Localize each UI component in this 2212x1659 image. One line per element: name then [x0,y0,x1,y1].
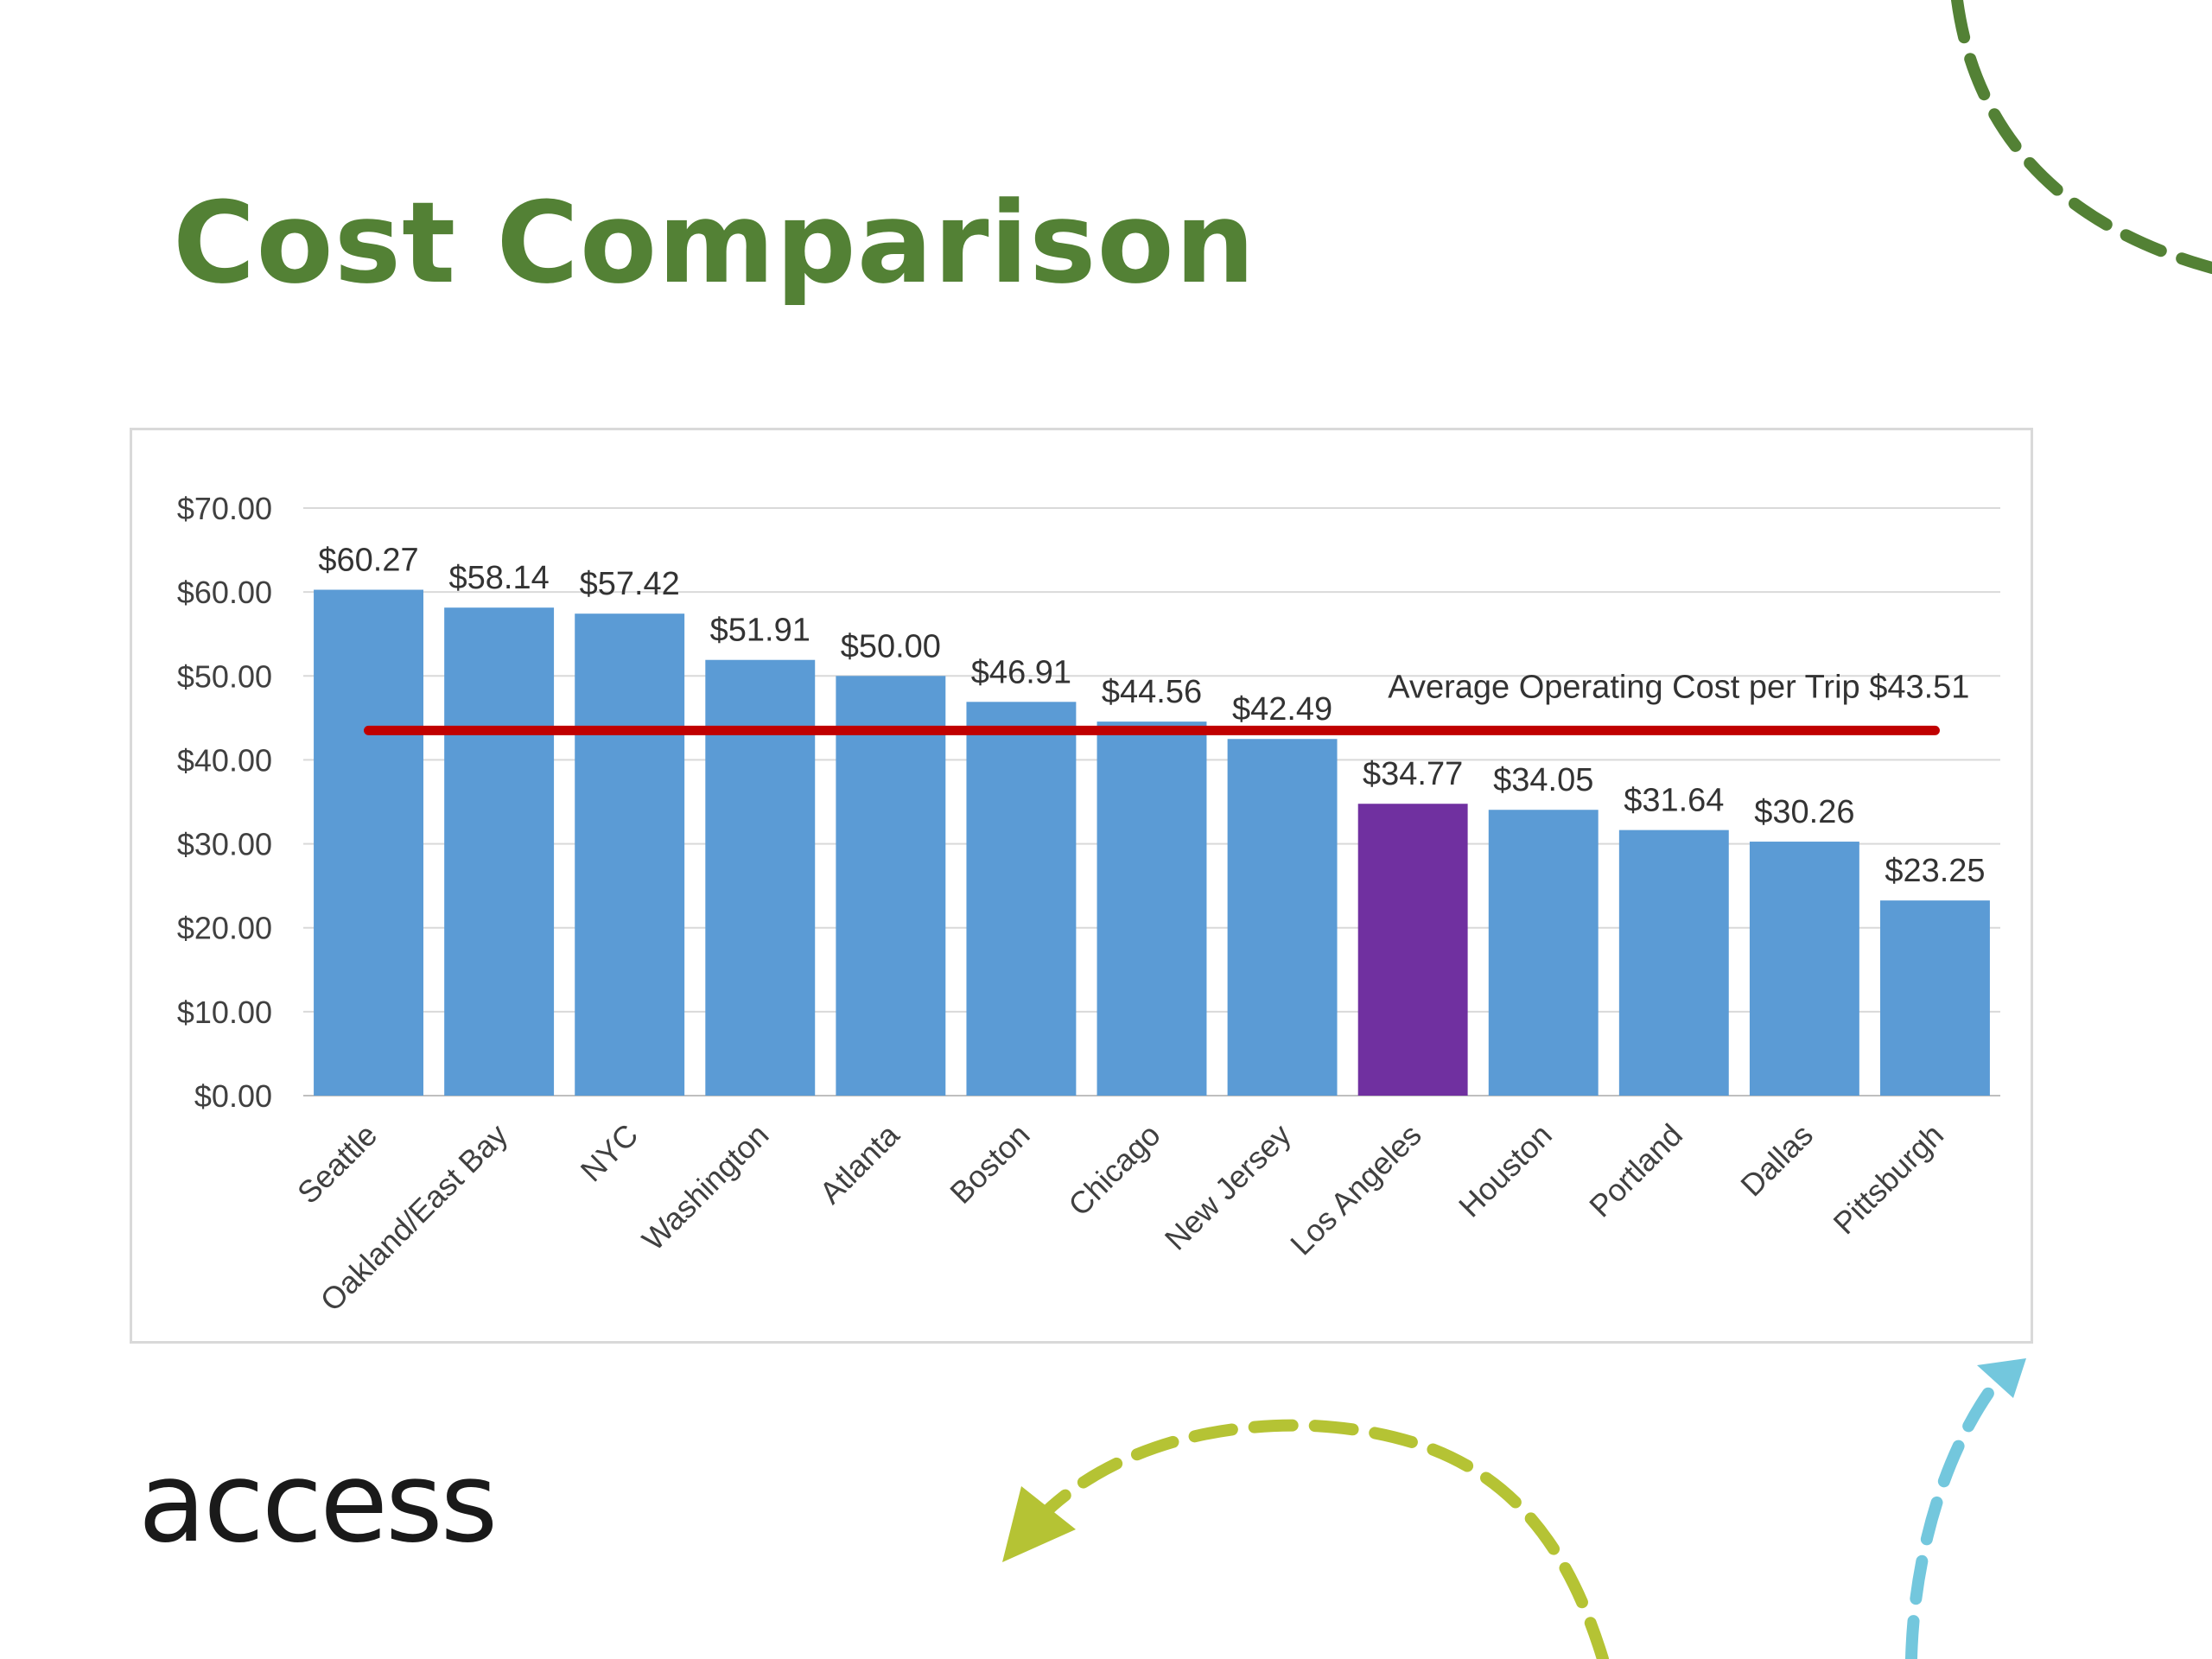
chart-frame: $0.00 $10.00 $20.00 $30.00 $40.00 $50.00 $60.0… [130,428,2033,1344]
data-label: $60.27 [318,543,418,579]
lime-dashed-arrow-arc [1035,1419,1609,1659]
x-tick-label: Atlanta [812,1116,906,1211]
x-tick-label: Boston [943,1117,1036,1211]
x-tick-label: Seattle [290,1117,384,1211]
y-tick-label: $70.00 [177,491,272,526]
x-tick-label: Chicago [1061,1117,1166,1223]
x-tick-label: New Jersey [1158,1117,1298,1257]
data-label: $31.64 [1624,783,1724,819]
bar-dallas [1749,842,1859,1096]
x-tick-label: Portland [1582,1117,1689,1224]
y-tick-label: $0.00 [194,1078,272,1114]
data-label: $34.77 [1363,756,1463,792]
y-tick-label: $60.00 [177,575,272,610]
page-title: Cost Comparison [173,177,1256,308]
data-label: $51.91 [710,613,810,649]
x-tick-label: NYC [574,1117,645,1189]
x-tick-label: Dallas [1733,1117,1820,1204]
data-label: $58.14 [448,560,549,596]
y-tick-label: $10.00 [177,995,272,1030]
x-tick-label: Washington [635,1117,775,1257]
bar-seattle [314,589,423,1096]
blue-arrowhead-icon [1977,1358,2026,1398]
data-label: $23.25 [1885,853,1985,889]
y-tick-label: $40.00 [177,742,272,778]
y-tick-label: $50.00 [177,658,272,694]
bar-oakland-east-bay [444,607,555,1096]
bar-boston [966,702,1077,1096]
y-tick-label: $20.00 [177,911,272,946]
bar-houston [1488,810,1599,1096]
green-dashed-arc [1951,0,2212,274]
bar-washington [705,659,816,1096]
x-tick-label: Houston [1452,1117,1559,1224]
y-tick-label: $30.00 [177,827,272,862]
bar-nyc [575,613,685,1096]
bar-chart: $0.00 $10.00 $20.00 $30.00 $40.00 $50.00 $60.0… [177,491,2000,1318]
data-label: $44.56 [1102,674,1202,710]
data-label: $57.42 [580,566,680,602]
average-label: Average Operating Cost per Trip $43.51 [1388,669,1969,705]
x-tick-label: Pittsburgh [1827,1117,1951,1242]
blue-dashed-arrow-line [1905,1376,2002,1659]
x-tick-label: Los Angeles [1283,1117,1428,1262]
bar-atlanta [836,676,946,1096]
data-label: $34.05 [1493,762,1593,798]
data-label: $46.91 [971,654,1071,690]
access-logo: access [138,1439,498,1567]
data-label: $30.26 [1754,794,1854,830]
bar-portland [1618,830,1729,1096]
bar-los-angeles [1357,804,1468,1096]
bar-pittsburgh [1880,900,1990,1096]
bar-chicago [1096,721,1207,1096]
bar-new-jersey [1227,739,1338,1096]
data-label: $50.00 [841,628,941,664]
data-label: $42.49 [1232,691,1332,728]
lime-arrowhead-icon [1002,1486,1076,1562]
